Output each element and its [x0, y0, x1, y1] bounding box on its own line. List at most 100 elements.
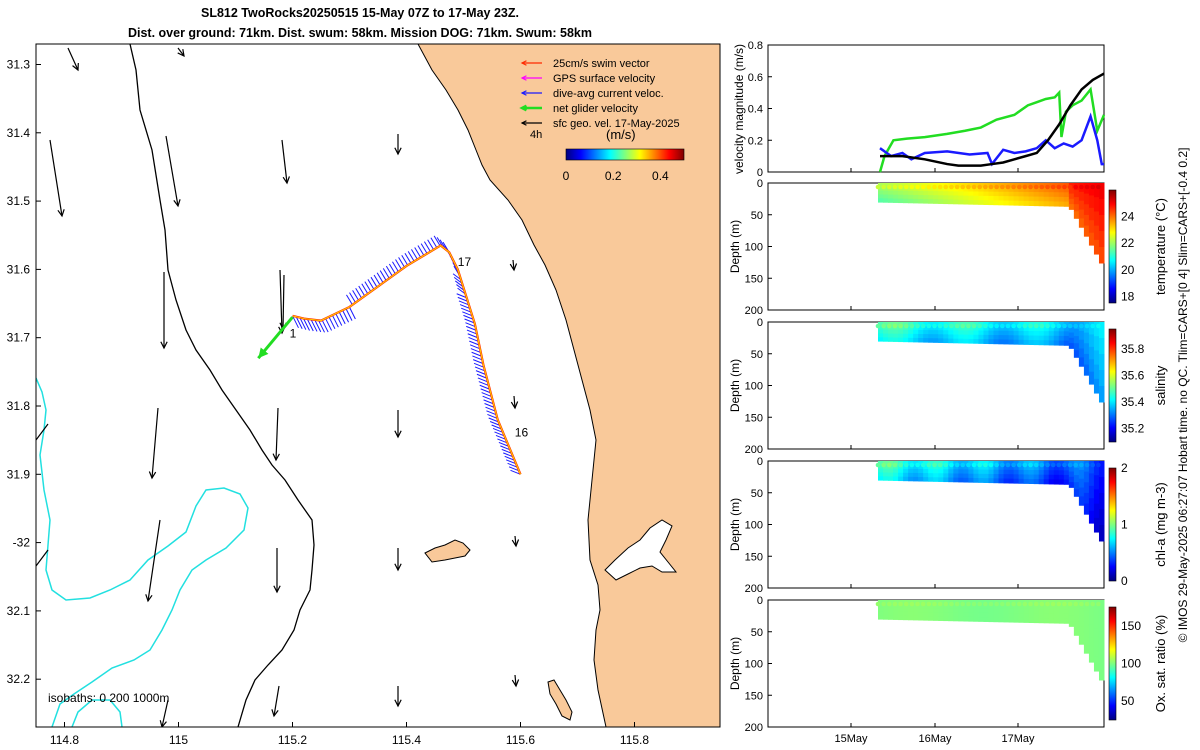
section-cell — [963, 195, 969, 201]
section-cell — [973, 187, 979, 193]
section-cell — [933, 187, 939, 192]
section-cell — [1003, 613, 1010, 619]
section-cell — [1093, 225, 1100, 241]
section-cell — [998, 200, 1005, 206]
section-colorbar-label: salinity — [1153, 365, 1168, 405]
section-cell — [968, 616, 974, 622]
section-cell — [878, 468, 884, 473]
section-cell — [1013, 335, 1020, 341]
section-cell — [953, 334, 959, 340]
section-cell — [1063, 340, 1070, 346]
section-cell — [933, 477, 939, 482]
legend-label: net glider velocity — [553, 103, 638, 115]
section-cell — [1098, 647, 1105, 665]
section-ylabel: Depth (m) — [728, 637, 742, 690]
velocity-panel: 0 0.2 0.4 0.6 0.8 velocity magnitude (m/s) — [732, 40, 1106, 179]
section-cell — [1013, 465, 1020, 471]
section-cell — [1053, 201, 1060, 207]
map-y-tick-label: 31.3 — [7, 57, 31, 71]
section-cell — [993, 326, 1000, 332]
section-cell — [1053, 187, 1060, 193]
section-cell — [958, 187, 964, 192]
section-cell — [883, 600, 889, 605]
section-cell — [1078, 617, 1085, 628]
section-dot — [1045, 323, 1050, 329]
section-cell — [928, 465, 934, 470]
section-cell — [983, 330, 989, 336]
section-cell — [1058, 461, 1065, 467]
section-dot — [1045, 601, 1050, 607]
section-cell — [938, 326, 944, 331]
section-cell — [893, 333, 899, 339]
section-cell — [1073, 468, 1080, 476]
current-vector — [498, 441, 510, 447]
section-ylabel: Depth (m) — [728, 359, 742, 412]
section-cell — [1093, 378, 1100, 394]
section-cell — [1048, 335, 1055, 341]
section-cell — [938, 473, 944, 478]
current-vector — [484, 403, 495, 408]
section-cell — [888, 603, 894, 609]
section-cell — [1078, 339, 1085, 350]
section-cell — [878, 476, 884, 481]
current-vector — [370, 276, 378, 288]
section-y-tick-label: 0 — [757, 178, 763, 190]
geo-arrow-head — [148, 471, 157, 480]
section-cell — [1038, 201, 1045, 207]
geo-arrow — [282, 274, 285, 330]
section-cell — [1013, 196, 1020, 202]
section-cell — [918, 187, 924, 192]
section-cell — [1068, 204, 1075, 210]
section-cell — [883, 461, 889, 466]
section-cell — [1003, 196, 1010, 202]
section-cell — [1028, 335, 1035, 341]
section-cell — [973, 461, 979, 466]
section-cell — [1033, 474, 1040, 480]
geo-arrow-head — [57, 209, 65, 218]
section-cell — [913, 615, 919, 621]
section-cell — [943, 187, 949, 192]
section-cell — [1008, 465, 1015, 471]
section-cell — [883, 611, 889, 616]
section-y-tick-label: 200 — [745, 305, 763, 317]
section-cell — [893, 194, 899, 200]
section-cell — [1088, 461, 1095, 474]
section-y-tick-label: 0 — [757, 317, 763, 329]
glider-track — [292, 244, 522, 475]
section-cell — [963, 191, 969, 197]
section-cell — [998, 191, 1005, 197]
section-cell — [1038, 192, 1045, 198]
section-cell — [968, 326, 974, 331]
section-cell — [903, 198, 909, 204]
section-cell — [943, 338, 949, 344]
section-cell — [938, 477, 944, 482]
section-cell — [1058, 196, 1065, 203]
section-dot — [1005, 462, 1011, 468]
geo-arrow-head — [394, 430, 402, 439]
section-cell — [958, 600, 964, 605]
section-cell — [1083, 621, 1090, 633]
section-cell — [938, 338, 944, 343]
current-vector — [456, 293, 467, 299]
section-cell — [1088, 183, 1095, 196]
section-cell — [893, 198, 899, 203]
section-cell — [1063, 618, 1070, 624]
section-cell — [1018, 600, 1025, 605]
section-cell — [933, 604, 939, 609]
section-cell — [928, 616, 934, 621]
section-cell — [1053, 461, 1060, 467]
section-cell — [998, 330, 1005, 336]
section-cell — [1073, 475, 1080, 483]
section-cell — [1063, 479, 1070, 485]
map-legend: 25cm/s swim vector GPS surface velocity di… — [519, 58, 685, 183]
section-cell — [1058, 201, 1065, 207]
section-cell — [978, 187, 984, 193]
section-cell — [1023, 187, 1030, 193]
section-cell — [1033, 479, 1040, 485]
section-cell — [968, 187, 974, 192]
geo-arrow — [281, 139, 288, 184]
section-cell — [928, 473, 934, 478]
section-dot — [1028, 601, 1033, 607]
current-vector — [457, 296, 468, 302]
geo-arrow — [273, 685, 280, 717]
